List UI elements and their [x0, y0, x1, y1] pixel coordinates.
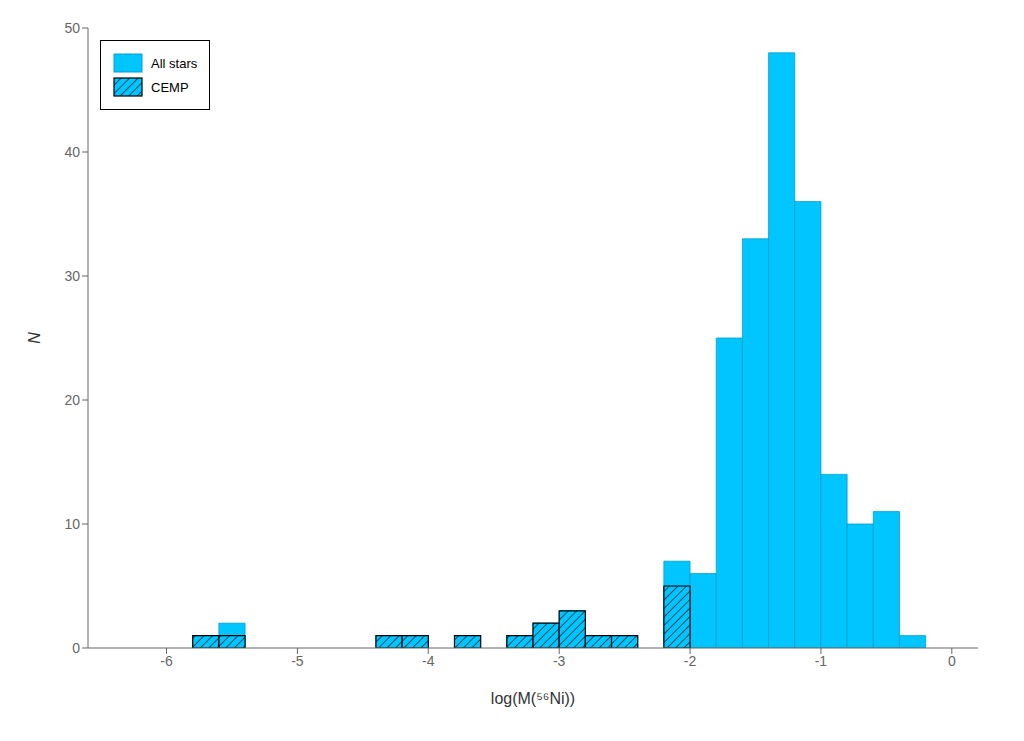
svg-text:40: 40	[64, 144, 80, 160]
svg-text:30: 30	[64, 268, 80, 284]
svg-text:0: 0	[72, 640, 80, 656]
svg-text:50: 50	[64, 20, 80, 36]
svg-text:-6: -6	[160, 653, 173, 669]
svg-text:-3: -3	[553, 653, 566, 669]
svg-text:0: 0	[948, 653, 956, 669]
svg-text:N: N	[26, 332, 43, 344]
html-text:CEMP: CEMP	[151, 79, 189, 95]
svg-text:log(M(⁵⁶Ni)): log(M(⁵⁶Ni))	[491, 690, 575, 707]
svg-text:-5: -5	[291, 653, 304, 669]
svg-text:-1: -1	[815, 653, 828, 669]
html-text:All stars: All stars	[151, 55, 198, 71]
svg-text:-4: -4	[422, 653, 435, 669]
svg-text:20: 20	[64, 392, 80, 408]
svg-text:-2: -2	[684, 653, 697, 669]
svg-text:10: 10	[64, 516, 80, 532]
